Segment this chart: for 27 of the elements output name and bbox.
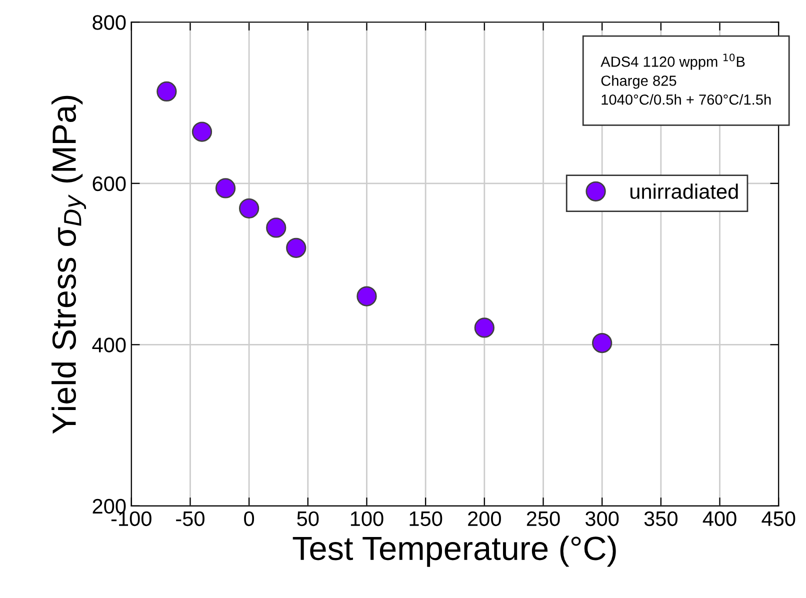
legend-label: unirradiated <box>630 184 738 199</box>
point <box>215 178 236 198</box>
x-tick-label: 150 <box>410 511 442 526</box>
x-tick-label: 400 <box>702 511 736 526</box>
point <box>592 332 612 354</box>
x-tick-label: 300 <box>586 511 619 526</box>
x-tick-label: 350 <box>644 511 678 526</box>
x-tick-label: -50 <box>176 511 204 526</box>
point <box>192 122 212 142</box>
x-axis-title: Test Temperature (°C) <box>292 536 616 567</box>
x-tick-label: 200 <box>468 511 501 526</box>
point <box>266 218 286 238</box>
y-tick-label: 400 <box>92 338 126 352</box>
x-tick-label: 100 <box>350 511 384 526</box>
point <box>156 81 177 102</box>
x-tick-label: 250 <box>526 511 560 526</box>
point <box>474 318 494 338</box>
point <box>238 198 260 218</box>
y-tick-label: 800 <box>92 15 126 30</box>
x-tick-label: 50 <box>297 511 319 526</box>
text: ADS4 1120 wppm $^{10}$B Charge 825 1040°C/0.5h + 760°C/1.5h <box>600 54 771 105</box>
point <box>356 286 377 306</box>
y-tick-label: 600 <box>92 176 126 192</box>
y-axis-title: Yield Stress σ$_{Dy}$ (MPa) <box>52 96 86 434</box>
x-tick-label: 0 <box>244 511 254 526</box>
x-tick-label: 450 <box>762 511 796 526</box>
point <box>286 238 306 258</box>
